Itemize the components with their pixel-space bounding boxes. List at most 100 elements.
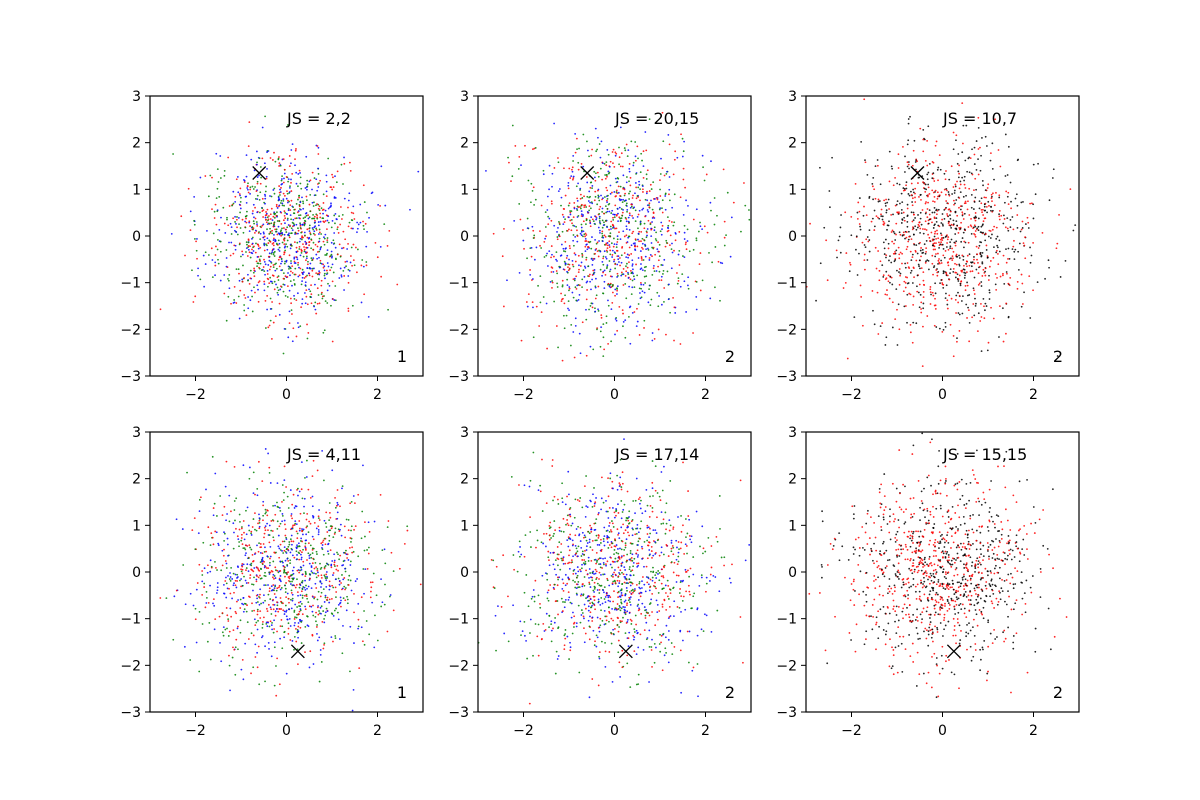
scatter-point <box>308 605 311 608</box>
scatter-point <box>548 217 551 220</box>
scatter-point <box>304 240 307 243</box>
scatter-point <box>748 218 751 221</box>
scatter-point <box>585 318 588 321</box>
scatter-point <box>281 549 283 552</box>
scatter-point <box>998 305 1001 307</box>
scatter-point <box>522 229 524 231</box>
scatter-point <box>319 179 321 182</box>
scatter-point <box>293 273 296 276</box>
scatter-point <box>924 183 927 186</box>
scatter-point <box>251 526 254 528</box>
scatter-point <box>295 558 298 561</box>
scatter-point <box>293 556 296 559</box>
scatter-point <box>270 529 273 532</box>
scatter-point <box>315 550 318 553</box>
scatter-point <box>604 205 607 207</box>
scatter-point <box>256 610 259 613</box>
scatter-point <box>347 243 349 245</box>
scatter-point <box>278 220 281 223</box>
scatter-point <box>624 283 627 285</box>
scatter-point <box>1072 229 1075 232</box>
scatter-point <box>311 535 314 538</box>
scatter-point <box>941 218 944 221</box>
scatter-point <box>620 208 623 210</box>
scatter-point <box>250 548 253 551</box>
scatter-point <box>974 177 977 180</box>
scatter-point <box>265 185 267 188</box>
scatter-point <box>719 299 721 302</box>
scatter-point <box>351 304 354 307</box>
scatter-point <box>304 234 306 237</box>
scatter-point <box>209 584 211 587</box>
scatter-point <box>299 224 302 227</box>
scatter-point <box>569 219 572 222</box>
scatter-point <box>662 269 665 272</box>
scatter-point <box>921 248 924 251</box>
scatter-point <box>1009 276 1012 279</box>
scatter-point <box>920 301 923 304</box>
scatter-point <box>665 333 667 336</box>
scatter-point <box>307 272 310 275</box>
scatter-point <box>617 185 620 188</box>
scatter-point <box>222 592 225 595</box>
scatter-point <box>295 217 298 220</box>
scatter-point <box>406 525 409 528</box>
scatter-point <box>322 193 325 196</box>
scatter-point <box>839 251 842 254</box>
scatter-point <box>589 225 592 228</box>
scatter-point <box>175 518 178 521</box>
scatter-point <box>236 627 239 630</box>
scatter-point <box>317 146 320 149</box>
scatter-point <box>607 299 609 302</box>
scatter-point <box>632 272 634 275</box>
scatter-point <box>301 594 304 597</box>
scatter-point <box>653 229 656 232</box>
scatter-point <box>363 643 366 646</box>
scatter-point <box>286 124 289 126</box>
scatter-point <box>642 283 645 286</box>
scatter-point <box>314 234 316 236</box>
scatter-point <box>721 262 724 265</box>
scatter-point <box>605 161 608 163</box>
scatter-point <box>949 245 952 248</box>
scatter-point <box>319 259 322 262</box>
scatter-point <box>1014 248 1017 251</box>
scatter-point <box>349 579 352 582</box>
scatter-point <box>223 539 226 542</box>
scatter-point <box>258 266 260 269</box>
scatter-point <box>1003 218 1006 220</box>
scatter-point <box>568 287 571 290</box>
scatter-point <box>290 547 293 550</box>
scatter-point <box>312 614 315 617</box>
scatter-point <box>839 226 842 229</box>
scatter-point <box>526 217 529 220</box>
scatter-point <box>279 256 282 259</box>
scatter-point <box>1022 242 1025 245</box>
scatter-point <box>633 206 636 209</box>
scatter-point <box>262 504 265 507</box>
scatter-point <box>627 235 630 238</box>
scatter-point <box>213 628 216 631</box>
scatter-point <box>347 310 350 312</box>
scatter-point <box>269 557 271 560</box>
scatter-point <box>257 645 260 648</box>
scatter-point <box>964 241 967 244</box>
scatter-point <box>332 186 335 188</box>
scatter-point <box>921 365 924 368</box>
scatter-point <box>652 246 655 249</box>
scatter-point <box>312 596 314 598</box>
scatter-point <box>568 286 571 288</box>
scatter-point <box>984 309 986 312</box>
x-tick-label: 0 <box>610 387 619 403</box>
scatter-point <box>305 295 308 298</box>
scatter-point <box>279 509 282 512</box>
scatter-point <box>1044 277 1046 280</box>
scatter-point <box>616 289 618 292</box>
scatter-point <box>952 219 955 222</box>
scatter-point <box>296 578 298 581</box>
scatter-point <box>319 247 322 249</box>
scatter-point <box>928 163 931 165</box>
scatter-point <box>283 177 285 180</box>
scatter-point <box>641 185 644 188</box>
scatter-point <box>928 193 931 195</box>
